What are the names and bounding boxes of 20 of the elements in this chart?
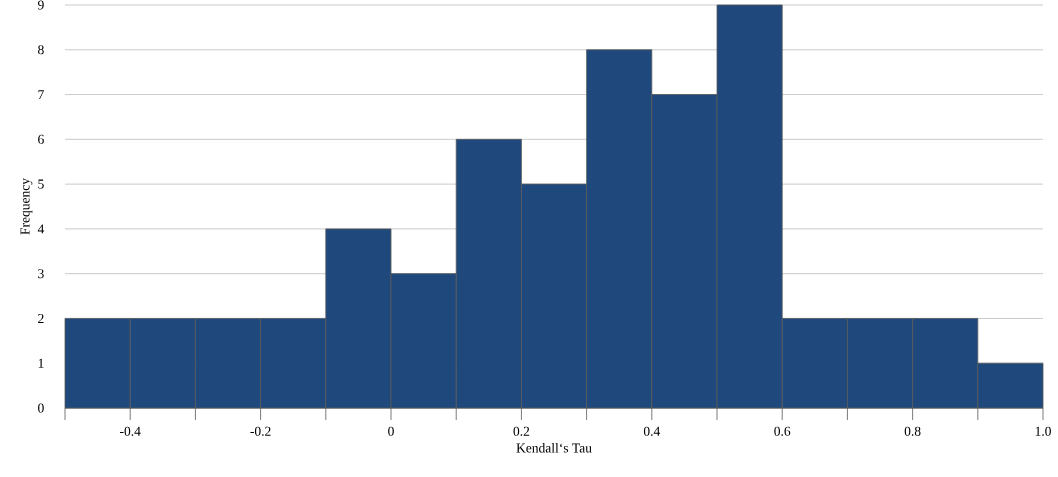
y-tick-label: 2 xyxy=(38,313,44,323)
y-tick-label: 0 xyxy=(38,403,44,413)
x-tick-label: 1.0 xyxy=(1035,426,1051,436)
y-tick-label: 7 xyxy=(38,90,44,99)
y-axis-title: Frequency xyxy=(20,178,33,235)
y-tick-label: 4 xyxy=(37,224,45,234)
x-tick-label: 0.6 xyxy=(774,426,791,436)
x-tick-label: 0.2 xyxy=(513,426,530,436)
y-tick-label: 6 xyxy=(38,134,44,144)
y-tick-label: 5 xyxy=(38,179,44,189)
y-tick-label: 3 xyxy=(38,269,44,279)
x-tick-label: 0.4 xyxy=(643,426,661,436)
x-tick-label: -0.4 xyxy=(120,426,141,436)
x-tick-label: 0 xyxy=(388,426,394,436)
y-tick-label: 1 xyxy=(38,358,44,368)
y-tick-label: 8 xyxy=(38,45,44,55)
x-axis-title: Kendall‘s Tau xyxy=(516,443,592,453)
x-tick-label: 0.8 xyxy=(904,426,921,436)
y-tick-label: 9 xyxy=(37,0,44,10)
x-tick-label: -0.2 xyxy=(250,426,271,436)
